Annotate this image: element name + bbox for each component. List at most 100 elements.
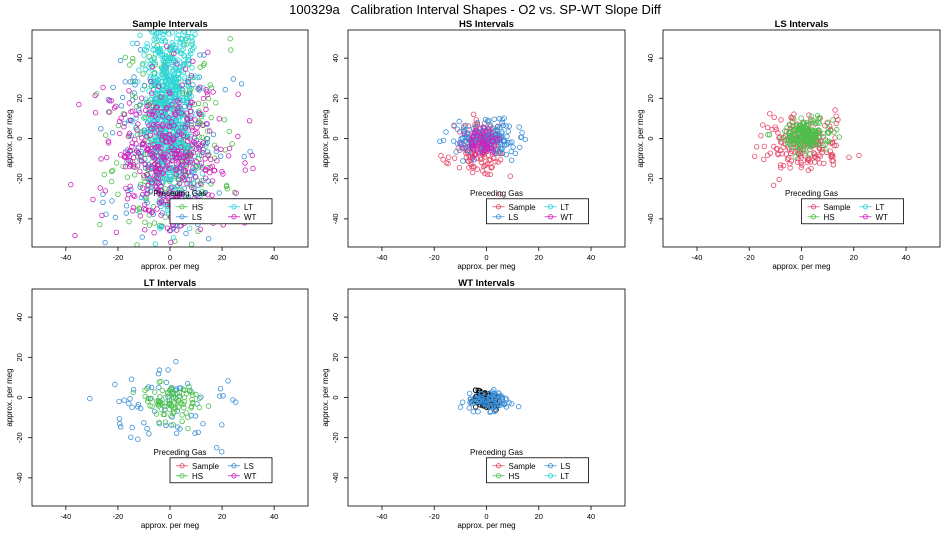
point-lt — [153, 78, 160, 84]
point-ls — [495, 390, 502, 396]
y-tick-label: 0 — [15, 395, 24, 399]
point-lt — [155, 97, 161, 104]
point-lt — [180, 42, 187, 48]
point-wt — [167, 138, 173, 144]
point-hs — [205, 403, 212, 409]
point-ls — [475, 409, 481, 415]
point-wt — [158, 212, 164, 218]
point-wt — [168, 239, 174, 245]
point-hs — [794, 137, 801, 143]
point-wt — [180, 168, 187, 174]
point-sample — [846, 154, 852, 160]
point-hs — [169, 386, 175, 393]
point-wt — [197, 84, 203, 90]
point-ls — [503, 123, 509, 129]
legend-box — [486, 198, 589, 225]
point-ls — [506, 400, 512, 406]
point-sample — [812, 159, 818, 165]
y-tick-label: 20 — [646, 94, 655, 102]
point-lt — [143, 47, 149, 53]
point-sample — [466, 164, 472, 171]
point-hs — [822, 136, 829, 143]
point-ls — [156, 384, 162, 391]
point-wt — [209, 163, 215, 169]
point-hs — [136, 205, 142, 211]
legend-swatch-wt — [547, 214, 554, 220]
point-ls — [205, 235, 212, 242]
point-wt — [233, 190, 239, 196]
point-hs — [151, 220, 158, 226]
point-lt — [173, 58, 179, 64]
point-hs — [175, 404, 181, 410]
legend-label-wt: WT — [244, 472, 257, 481]
point-hs — [208, 181, 214, 187]
point-wt — [164, 193, 171, 199]
point-wt — [204, 91, 211, 98]
point-wt — [197, 111, 203, 118]
point-ls — [222, 86, 228, 93]
point-ls — [112, 214, 119, 221]
point-ls — [213, 445, 220, 451]
point-hs — [805, 121, 811, 128]
point-hs — [221, 116, 228, 123]
point-wt — [192, 173, 199, 180]
point-hs — [143, 114, 149, 121]
point-lt — [136, 67, 142, 73]
point-ls — [121, 120, 128, 127]
point-lt — [139, 86, 146, 93]
point-wt — [481, 130, 487, 136]
point-ls — [116, 398, 122, 405]
point-wt — [141, 201, 148, 208]
point-hs — [170, 422, 176, 428]
point-ls — [112, 381, 118, 388]
point-wt — [139, 185, 146, 191]
point-sample — [830, 158, 836, 164]
point-wt — [218, 146, 224, 152]
point-ls — [127, 396, 133, 402]
point-lt — [176, 85, 182, 91]
point-lt — [179, 47, 185, 54]
point-lt — [163, 99, 169, 105]
point-sample — [856, 152, 862, 159]
point-lt — [151, 69, 158, 76]
point-hs — [815, 142, 821, 148]
point-hs — [793, 126, 799, 132]
point-ls — [126, 400, 132, 407]
point-wt — [150, 108, 156, 115]
point-lt — [178, 50, 184, 56]
point-ls — [506, 123, 512, 129]
point-sample — [772, 124, 778, 130]
point-lt — [151, 41, 157, 48]
point-wt — [155, 190, 162, 196]
point-wt — [99, 212, 105, 219]
point-ls — [516, 403, 522, 410]
point-wt — [166, 115, 172, 121]
legend-label-ls: LS — [509, 213, 519, 222]
y-tick-label: 20 — [15, 353, 24, 361]
point-wt — [199, 149, 206, 156]
point-hs — [200, 62, 207, 69]
point-hs — [193, 391, 199, 398]
point-wt — [130, 208, 136, 214]
point-wt — [185, 152, 191, 159]
point-ls — [502, 137, 508, 143]
point-hs — [108, 178, 115, 185]
point-wt — [134, 126, 140, 133]
point-wt — [197, 180, 204, 187]
point-lt — [181, 126, 188, 132]
y-tick-label: 40 — [15, 54, 24, 62]
point-hs — [188, 241, 195, 247]
point-hs — [229, 141, 235, 147]
point-ls — [117, 421, 123, 427]
point-ls — [461, 128, 467, 134]
point-ls — [459, 399, 466, 405]
point-ls — [173, 358, 179, 365]
point-wt — [185, 78, 191, 85]
point-wt — [159, 132, 166, 139]
plot-panel-2: HS Intervals -40 -20 0 20 40 -40 -20 0 20 40 approx… — [321, 19, 626, 271]
point-wt — [198, 160, 205, 166]
point-ls — [219, 422, 225, 428]
point-hs — [181, 404, 187, 411]
point-lt — [162, 77, 168, 84]
point-lt — [189, 65, 195, 71]
